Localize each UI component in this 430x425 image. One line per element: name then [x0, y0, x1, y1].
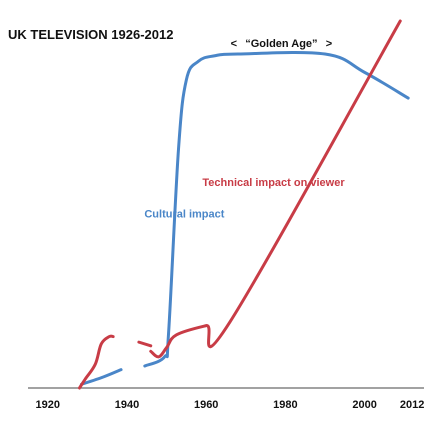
cultural-impact-line-segment-1 — [79, 368, 123, 386]
x-tick-label-1920: 1920 — [36, 399, 60, 411]
x-tick-label-2012: 2012 — [400, 399, 424, 411]
x-axis-ticks: 1920 1940 1960 1980 2000 2012 — [36, 399, 425, 411]
annotations: < “Golden Age” > Cultural impact Technical i… — [144, 38, 345, 220]
golden-age-left-bracket: < — [231, 38, 237, 50]
golden-age-label: “Golden Age” — [245, 38, 317, 50]
cultural-label: Cultural impact — [144, 208, 224, 220]
series-layer — [77, 19, 410, 390]
golden-age-right-bracket: > — [326, 38, 332, 50]
x-tick-label-1960: 1960 — [194, 399, 218, 411]
technical-impact-line-segment-3 — [149, 19, 402, 359]
x-tick-label-1980: 1980 — [273, 399, 297, 411]
x-tick-label-1940: 1940 — [115, 399, 139, 411]
chart-title: UK TELEVISION 1926-2012 — [8, 27, 173, 42]
x-tick-label-2000: 2000 — [352, 399, 376, 411]
technical-impact-line-segment-1 — [77, 334, 115, 390]
technical-impact-line-segment-2 — [137, 340, 153, 348]
technical-label: Technical impact on viewer — [202, 177, 345, 189]
